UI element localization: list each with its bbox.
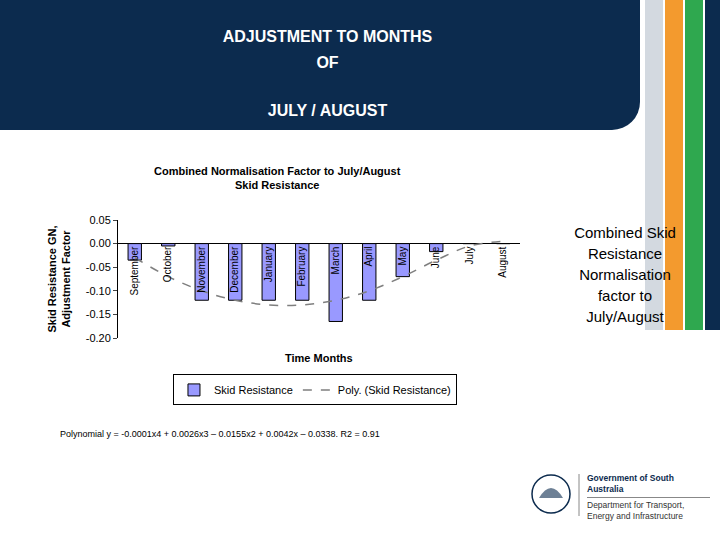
svg-text:April: April	[364, 247, 375, 267]
svg-text:Skid Resistance: Skid Resistance	[214, 384, 293, 396]
html-text:Polynomial y = -0.0001x4 + 0.0: Polynomial y = -0.0001x4 + 0.0026x3 – 0.…	[60, 429, 380, 439]
svg-text:0.00: 0.00	[89, 237, 110, 249]
html-text:OF: OF	[316, 54, 339, 71]
svg-text:0.05: 0.05	[89, 214, 110, 226]
svg-text:June: June	[431, 246, 442, 268]
svg-text:May: May	[397, 247, 408, 266]
svg-text:September: September	[129, 246, 140, 296]
svg-text:-0.15: -0.15	[86, 308, 111, 320]
html-text:July/August: July/August	[586, 308, 664, 325]
svg-text:-0.05: -0.05	[86, 261, 111, 273]
svg-text:-0.20: -0.20	[86, 332, 111, 344]
html-text:Combined Skid: Combined Skid	[574, 224, 676, 241]
svg-text:-0.10: -0.10	[86, 285, 111, 297]
svg-text:January: January	[263, 247, 274, 283]
html-text:factor to: factor to	[597, 287, 653, 304]
svg-text:February: February	[297, 247, 308, 287]
html-text:Resistance: Resistance	[587, 245, 663, 262]
html-text:Government of South Australia: Government of South Australia	[587, 473, 674, 494]
svg-text:December: December	[230, 246, 241, 293]
svg-text:March: March	[330, 247, 341, 275]
svg-text:Time Months: Time Months	[285, 352, 353, 364]
svg-text:October: October	[163, 246, 174, 282]
svg-text:Skid Resistance GN,Adjustment: Skid Resistance GN,Adjustment Factor	[46, 226, 72, 333]
html-text:Department for Transport,: Department for Transport,	[587, 500, 685, 510]
html-text:Normalisation: Normalisation	[579, 266, 671, 283]
svg-text:August: August	[498, 246, 509, 277]
svg-text:November: November	[196, 246, 207, 293]
html-text:JULY / AUGUST: JULY / AUGUST	[267, 102, 388, 119]
svg-text:Combined Normalisation Factor: Combined Normalisation Factor to July/Au…	[154, 165, 401, 191]
svg-text:Poly. (Skid Resistance): Poly. (Skid Resistance)	[338, 384, 451, 396]
html-text:ADJUSTMENT TO MONTHS: ADJUSTMENT TO MONTHS	[222, 28, 433, 45]
html-text:Energy and Infrastructure: Energy and Infrastructure	[587, 511, 683, 521]
svg-text:July: July	[464, 247, 475, 265]
